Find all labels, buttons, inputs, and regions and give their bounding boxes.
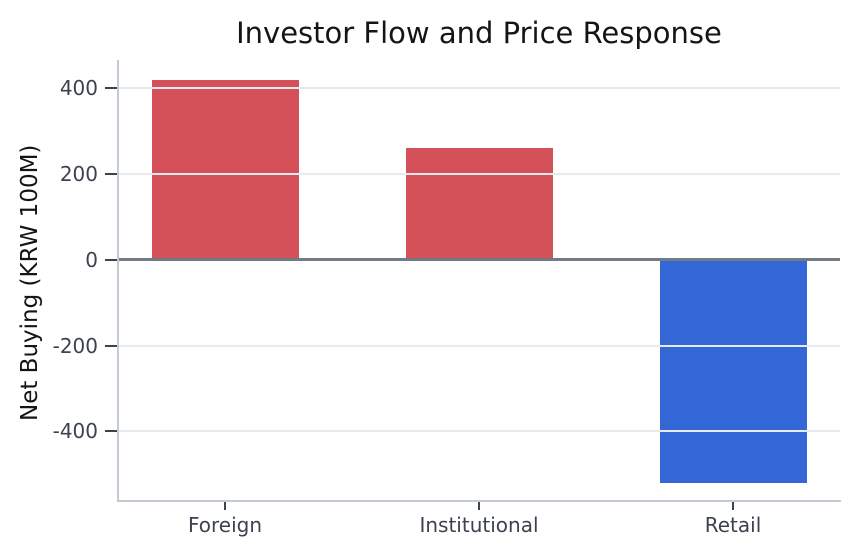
- x-tick-mark-foreign: [224, 502, 226, 510]
- gridline-200: [119, 173, 840, 176]
- y-tick-label-200: 200: [59, 162, 98, 187]
- y-tick-mark-400: [105, 87, 117, 90]
- chart-title: Investor Flow and Price Response: [236, 16, 722, 50]
- y-tick-label-0: 0: [85, 247, 98, 272]
- bar-institutional: [405, 148, 553, 261]
- x-tick-label-foreign: Foreign: [187, 513, 263, 537]
- bar-foreign: [151, 79, 299, 261]
- y-tick-mark-0: [105, 258, 117, 261]
- gridline--200: [119, 344, 840, 347]
- zero-baseline: [119, 258, 840, 262]
- bar-retail: [659, 259, 807, 483]
- y-tick-mark--400: [105, 430, 117, 433]
- y-tick-label-400: 400: [59, 76, 98, 101]
- x-tick-mark-retail: [732, 502, 734, 510]
- gridline-400: [119, 87, 840, 90]
- y-tick-mark--200: [105, 344, 117, 347]
- plot-area: [117, 60, 841, 502]
- x-tick-label-institutional: Institutional: [419, 513, 539, 537]
- y-tick-label--200: -200: [52, 333, 98, 358]
- gridline--400: [119, 430, 840, 433]
- y-tick-mark-200: [105, 173, 117, 176]
- y-tick-label--400: -400: [52, 419, 98, 444]
- x-tick-label-retail: Retail: [704, 513, 762, 537]
- x-tick-mark-institutional: [478, 502, 480, 510]
